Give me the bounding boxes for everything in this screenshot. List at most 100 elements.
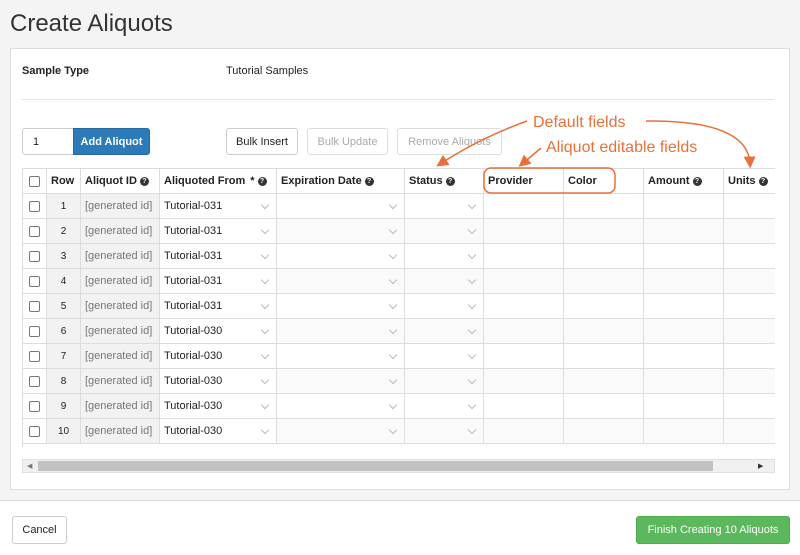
aliquoted-from[interactable]: Tutorial-031 bbox=[160, 269, 277, 294]
aliquoted-from[interactable]: Tutorial-030 bbox=[160, 394, 277, 419]
row-cell bbox=[23, 219, 47, 244]
grid-cell[interactable] bbox=[724, 419, 775, 444]
grid-cell[interactable] bbox=[724, 219, 775, 244]
grid-cell[interactable] bbox=[405, 194, 484, 219]
grid-cell[interactable] bbox=[644, 194, 724, 219]
grid-cell[interactable] bbox=[724, 394, 775, 419]
aliquoted-from[interactable]: Tutorial-030 bbox=[160, 369, 277, 394]
aliquoted-from[interactable]: Tutorial-031 bbox=[160, 194, 277, 219]
scroll-left[interactable]: ◀ bbox=[27, 463, 33, 470]
aliquoted-from[interactable]: Tutorial-031 bbox=[160, 244, 277, 269]
grid-cell[interactable] bbox=[405, 294, 484, 319]
scroll-right[interactable]: ▶ bbox=[758, 463, 764, 470]
remove-button[interactable]: Remove Aliquots bbox=[397, 128, 502, 155]
grid-cell[interactable] bbox=[644, 419, 724, 444]
grid-cell[interactable] bbox=[405, 319, 484, 344]
grid-cell[interactable] bbox=[724, 244, 775, 269]
grid-cell[interactable] bbox=[277, 369, 405, 394]
field-value: Tutorial Samples bbox=[226, 65, 309, 77]
grid-cell[interactable] bbox=[405, 219, 484, 244]
help-icon: ? bbox=[758, 176, 768, 186]
aliquoted-from[interactable]: Tutorial-031 bbox=[160, 219, 277, 244]
grid-cell[interactable] bbox=[644, 269, 724, 294]
grid-cell[interactable] bbox=[484, 219, 564, 244]
grid-cell[interactable] bbox=[484, 319, 564, 344]
bulk-insert-button[interactable]: Bulk Insert bbox=[226, 128, 298, 155]
grid-cell[interactable] bbox=[405, 419, 484, 444]
checkbox[interactable] bbox=[29, 275, 40, 287]
grid-cell[interactable] bbox=[405, 269, 484, 294]
grid-cell[interactable] bbox=[724, 369, 775, 394]
grid-cell[interactable] bbox=[277, 269, 405, 294]
checkbox[interactable] bbox=[29, 325, 40, 337]
checkbox[interactable] bbox=[29, 250, 40, 262]
aliquoted-from[interactable]: Tutorial-030 bbox=[160, 319, 277, 344]
grid-cell[interactable] bbox=[724, 294, 775, 319]
grid-cell[interactable] bbox=[484, 394, 564, 419]
row-number: 3 bbox=[47, 244, 81, 269]
grid-cell[interactable] bbox=[564, 419, 644, 444]
grid-cell[interactable] bbox=[564, 394, 644, 419]
checkbox[interactable] bbox=[29, 200, 40, 212]
column-label: Provider bbox=[488, 175, 533, 187]
grid-cell[interactable] bbox=[644, 369, 724, 394]
grid-cell[interactable] bbox=[564, 294, 644, 319]
grid-cell[interactable] bbox=[405, 244, 484, 269]
grid-cell[interactable] bbox=[484, 369, 564, 394]
checkbox[interactable] bbox=[29, 225, 40, 237]
grid-cell[interactable] bbox=[484, 269, 564, 294]
grid-cell[interactable] bbox=[644, 394, 724, 419]
checkbox[interactable] bbox=[29, 425, 40, 437]
grid-cell[interactable] bbox=[564, 194, 644, 219]
aliquoted-from[interactable]: Tutorial-031 bbox=[160, 294, 277, 319]
aliquoted-from[interactable]: Tutorial-030 bbox=[160, 419, 277, 444]
grid-cell[interactable] bbox=[277, 194, 405, 219]
grid-cell[interactable] bbox=[564, 319, 644, 344]
checkbox[interactable] bbox=[29, 400, 40, 412]
grid-cell[interactable] bbox=[277, 394, 405, 419]
checkbox[interactable] bbox=[29, 350, 40, 362]
grid-cell[interactable] bbox=[405, 344, 484, 369]
grid-cell[interactable] bbox=[277, 294, 405, 319]
grid-cell[interactable] bbox=[484, 294, 564, 319]
grid-cell[interactable] bbox=[277, 319, 405, 344]
cancel-button[interactable]: Cancel bbox=[12, 516, 67, 544]
grid-cell[interactable] bbox=[724, 194, 775, 219]
grid-cell[interactable] bbox=[564, 344, 644, 369]
grid-cell[interactable] bbox=[277, 419, 405, 444]
finish-button[interactable]: Finish Creating 10 Aliquots bbox=[636, 516, 790, 544]
grid-cell[interactable] bbox=[724, 269, 775, 294]
grid-cell[interactable] bbox=[564, 269, 644, 294]
checkbox[interactable] bbox=[29, 300, 40, 312]
bulk-update-button[interactable]: Bulk Update bbox=[307, 128, 388, 155]
grid-cell[interactable] bbox=[644, 294, 724, 319]
grid-cell[interactable] bbox=[724, 319, 775, 344]
grid-cell[interactable] bbox=[484, 419, 564, 444]
checkbox[interactable] bbox=[29, 175, 40, 187]
grid-cell[interactable] bbox=[644, 319, 724, 344]
grid-cell[interactable] bbox=[484, 244, 564, 269]
grid-cell[interactable] bbox=[644, 344, 724, 369]
grid-cell[interactable] bbox=[724, 344, 775, 369]
grid-cell[interactable] bbox=[644, 219, 724, 244]
grid-cell[interactable] bbox=[277, 244, 405, 269]
aliquot-id: [generated id] bbox=[81, 394, 160, 419]
grid-cell[interactable] bbox=[277, 219, 405, 244]
grid-cell[interactable] bbox=[564, 369, 644, 394]
quantity-input[interactable]: 1 bbox=[22, 128, 74, 155]
grid-cell[interactable] bbox=[405, 394, 484, 419]
add-button[interactable]: Add Aliquot bbox=[73, 128, 150, 155]
grid-cell[interactable] bbox=[564, 244, 644, 269]
scroll-thumb[interactable] bbox=[38, 461, 713, 471]
grid-cell[interactable] bbox=[277, 344, 405, 369]
required-mark: * bbox=[250, 175, 255, 187]
grid-cell[interactable] bbox=[564, 219, 644, 244]
grid-cell[interactable] bbox=[484, 344, 564, 369]
grid-cell[interactable] bbox=[484, 194, 564, 219]
aliquoted-from[interactable]: Tutorial-030 bbox=[160, 344, 277, 369]
header-cell: Units? bbox=[724, 169, 775, 194]
aliquot-id: [generated id] bbox=[81, 344, 160, 369]
checkbox[interactable] bbox=[29, 375, 40, 387]
grid-cell[interactable] bbox=[644, 244, 724, 269]
grid-cell[interactable] bbox=[405, 369, 484, 394]
